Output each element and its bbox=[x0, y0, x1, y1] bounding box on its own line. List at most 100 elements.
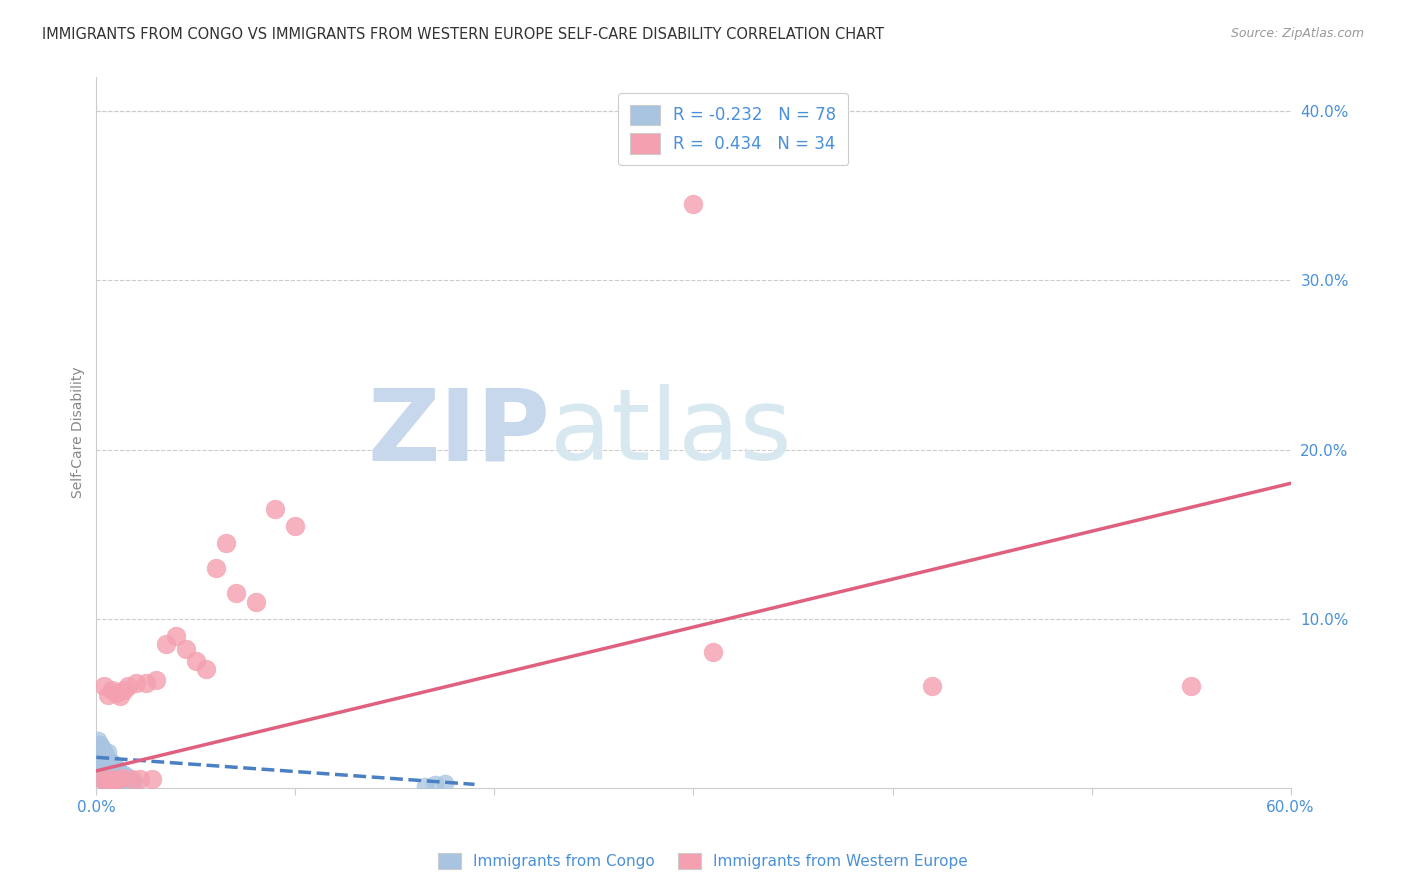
Point bbox=[121, 774, 143, 789]
Point bbox=[98, 760, 121, 774]
Point bbox=[135, 676, 157, 690]
Point bbox=[98, 767, 121, 781]
Point bbox=[98, 774, 121, 789]
Point bbox=[215, 535, 238, 549]
Point bbox=[93, 760, 115, 774]
Point bbox=[110, 774, 132, 789]
Point bbox=[101, 756, 124, 770]
Point bbox=[174, 642, 197, 657]
Point bbox=[145, 673, 167, 687]
Point bbox=[97, 765, 120, 780]
Point bbox=[96, 754, 118, 768]
Point bbox=[225, 586, 247, 600]
Point bbox=[120, 775, 142, 789]
Point bbox=[107, 772, 129, 787]
Point bbox=[413, 779, 436, 793]
Text: IMMIGRANTS FROM CONGO VS IMMIGRANTS FROM WESTERN EUROPE SELF-CARE DISABILITY COR: IMMIGRANTS FROM CONGO VS IMMIGRANTS FROM… bbox=[42, 27, 884, 42]
Point bbox=[91, 745, 114, 759]
Point bbox=[921, 679, 943, 693]
Point bbox=[87, 754, 110, 768]
Point bbox=[110, 767, 132, 781]
Point bbox=[97, 758, 120, 772]
Point bbox=[165, 628, 187, 642]
Point bbox=[97, 757, 120, 772]
Point bbox=[115, 769, 138, 783]
Point bbox=[93, 754, 115, 768]
Point bbox=[433, 775, 456, 789]
Point bbox=[98, 760, 121, 774]
Point bbox=[89, 757, 111, 772]
Point bbox=[264, 501, 287, 516]
Point bbox=[112, 767, 135, 781]
Point bbox=[97, 745, 120, 759]
Point bbox=[155, 637, 177, 651]
Point bbox=[93, 750, 115, 764]
Point bbox=[98, 772, 121, 787]
Point bbox=[97, 772, 120, 787]
Point bbox=[204, 561, 226, 575]
Point bbox=[122, 775, 145, 789]
Point bbox=[101, 775, 124, 789]
Point bbox=[97, 752, 120, 766]
Point bbox=[107, 769, 129, 783]
Point bbox=[423, 777, 446, 791]
Point bbox=[129, 772, 152, 787]
Point bbox=[121, 772, 143, 787]
Text: Source: ZipAtlas.com: Source: ZipAtlas.com bbox=[1230, 27, 1364, 40]
Point bbox=[93, 747, 115, 761]
Point bbox=[91, 747, 114, 761]
Point bbox=[93, 743, 115, 757]
Point bbox=[117, 774, 139, 789]
Point bbox=[105, 767, 128, 781]
Point bbox=[98, 756, 121, 770]
Point bbox=[702, 645, 724, 659]
Point bbox=[105, 686, 128, 700]
Point bbox=[98, 754, 121, 768]
Point bbox=[87, 767, 110, 781]
Point bbox=[91, 740, 114, 755]
Point bbox=[87, 739, 110, 753]
Point bbox=[107, 775, 129, 789]
Point bbox=[184, 654, 207, 668]
Point bbox=[101, 682, 124, 697]
Point bbox=[89, 737, 111, 751]
Point bbox=[105, 774, 128, 789]
Point bbox=[91, 772, 114, 787]
Point bbox=[112, 774, 135, 789]
Point bbox=[89, 764, 111, 778]
Point bbox=[91, 758, 114, 772]
Point bbox=[91, 765, 114, 780]
Point bbox=[245, 595, 267, 609]
Point bbox=[682, 197, 704, 211]
Point bbox=[103, 758, 125, 772]
Point bbox=[117, 771, 139, 785]
Point bbox=[1180, 679, 1202, 693]
Point bbox=[91, 772, 114, 787]
Point bbox=[93, 679, 115, 693]
Point bbox=[93, 774, 115, 789]
Point bbox=[101, 762, 124, 776]
Point bbox=[107, 762, 129, 776]
Point bbox=[103, 765, 125, 780]
Point bbox=[89, 743, 111, 757]
Point bbox=[103, 772, 125, 787]
Text: ZIP: ZIP bbox=[367, 384, 550, 481]
Point bbox=[96, 762, 118, 776]
Point bbox=[96, 756, 118, 770]
Point bbox=[284, 518, 307, 533]
Point bbox=[89, 747, 111, 761]
Point bbox=[117, 679, 139, 693]
Point bbox=[97, 688, 120, 702]
Point bbox=[87, 733, 110, 747]
Point bbox=[111, 771, 134, 785]
Point bbox=[96, 774, 118, 789]
Point bbox=[89, 771, 111, 785]
Point bbox=[101, 764, 124, 778]
Point bbox=[91, 742, 114, 756]
Point bbox=[96, 748, 118, 763]
Point bbox=[96, 748, 118, 763]
Legend: R = -0.232   N = 78, R =  0.434   N = 34: R = -0.232 N = 78, R = 0.434 N = 34 bbox=[619, 93, 848, 165]
Point bbox=[96, 775, 118, 789]
Point bbox=[111, 769, 134, 783]
Point bbox=[87, 760, 110, 774]
